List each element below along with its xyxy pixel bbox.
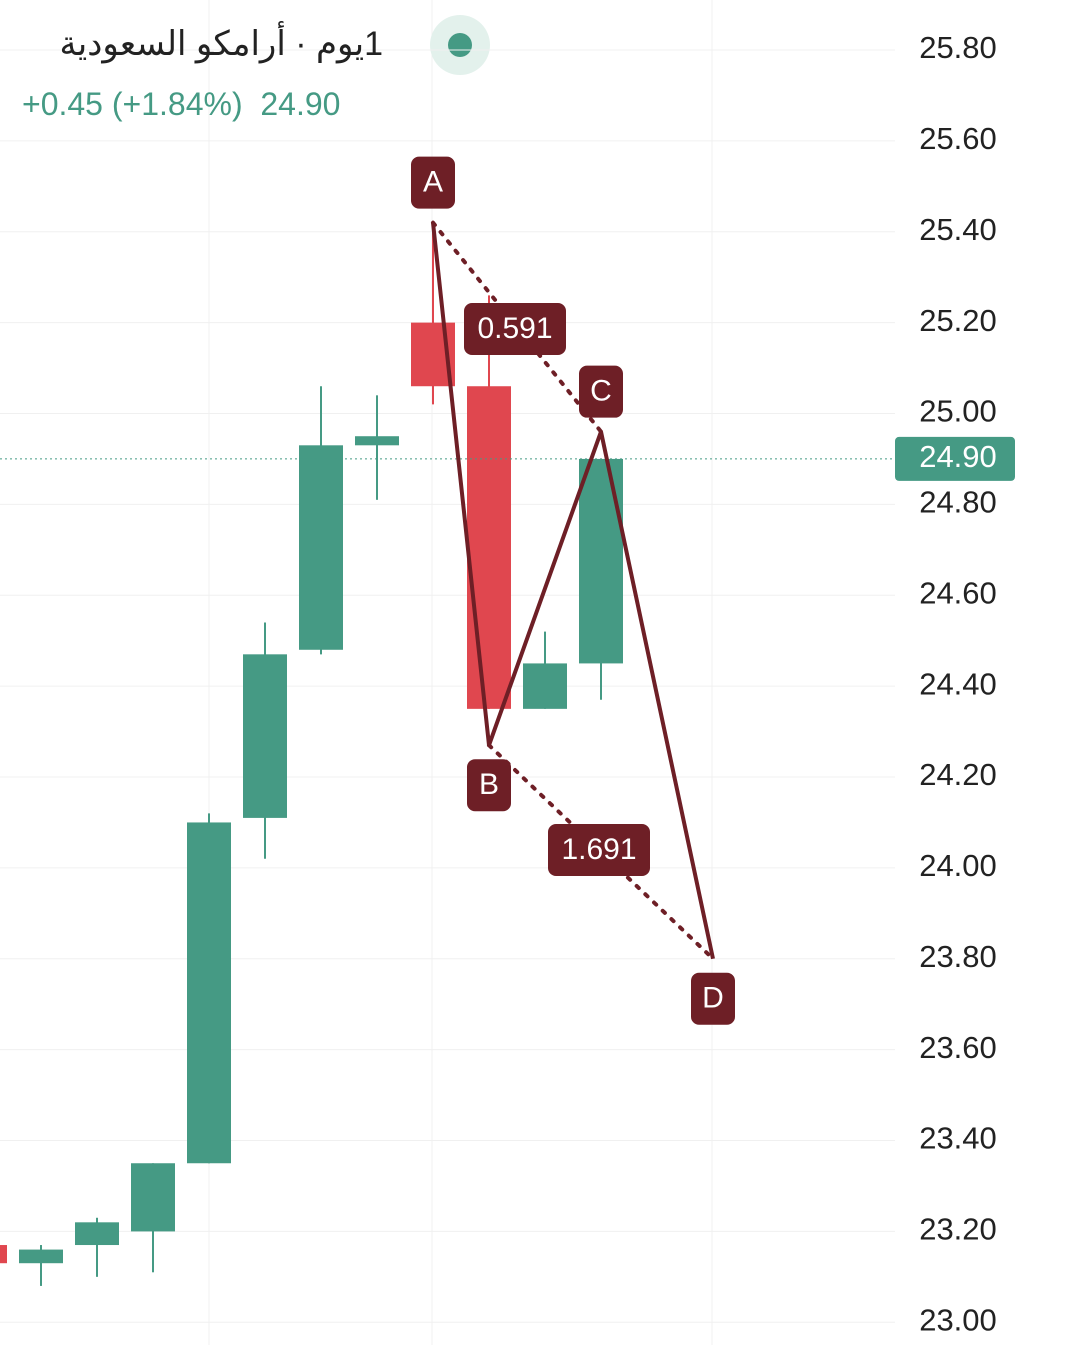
change-line: +0.45 (+1.84%) 24.90 bbox=[22, 86, 340, 123]
candle-body bbox=[19, 1249, 63, 1264]
pattern-point-label: A bbox=[423, 166, 443, 199]
y-tick-label: 23.20 bbox=[919, 1212, 997, 1247]
candle-body bbox=[243, 654, 287, 818]
y-tick-label: 25.40 bbox=[919, 212, 997, 247]
candle-body bbox=[355, 436, 399, 446]
y-tick-label: 24.60 bbox=[919, 575, 997, 610]
pattern-point-label: B bbox=[479, 768, 499, 801]
change: +0.45 (+1.84%) bbox=[22, 86, 243, 122]
y-tick-label: 25.60 bbox=[919, 121, 997, 156]
y-tick-label: 24.40 bbox=[919, 666, 997, 701]
ratio-box bbox=[548, 824, 650, 876]
candle-body bbox=[131, 1163, 175, 1232]
y-tick-label: 24.00 bbox=[919, 848, 997, 883]
status-dot bbox=[448, 33, 472, 57]
ratio-label: 0.591 bbox=[477, 312, 552, 345]
y-tick-label: 24.80 bbox=[919, 485, 997, 520]
y-tick-label: 24.20 bbox=[919, 757, 997, 792]
pattern-point-label: C bbox=[590, 375, 612, 408]
y-tick-label: 23.00 bbox=[919, 1302, 997, 1337]
ratio-box bbox=[464, 303, 566, 355]
candle-body bbox=[75, 1222, 119, 1246]
candle-body bbox=[0, 1245, 7, 1264]
price-tag-label: 24.90 bbox=[919, 439, 997, 474]
pattern-line bbox=[431, 222, 715, 960]
chart-title: 1يوم · أرامكو السعودية bbox=[59, 25, 383, 63]
pattern-point-box bbox=[691, 972, 735, 1025]
candle-body bbox=[523, 663, 567, 709]
candle-body bbox=[579, 458, 623, 664]
candle-body bbox=[467, 386, 511, 709]
candle-body bbox=[187, 822, 231, 1164]
pattern-point-box bbox=[411, 156, 455, 209]
pattern-point-box bbox=[467, 759, 511, 812]
pattern-point-box bbox=[579, 365, 623, 418]
y-tick-label: 23.80 bbox=[919, 939, 997, 974]
y-tick-label: 25.00 bbox=[919, 394, 997, 429]
y-tick-label: 25.20 bbox=[919, 303, 997, 338]
y-tick-label: 25.80 bbox=[919, 30, 997, 65]
last-price: 24.90 bbox=[260, 86, 341, 122]
y-tick-label: 23.40 bbox=[919, 1121, 997, 1156]
candle-body bbox=[299, 445, 343, 650]
price-tag bbox=[895, 436, 1015, 481]
y-tick-label: 23.60 bbox=[919, 1030, 997, 1065]
pattern-point-label: D bbox=[702, 982, 724, 1015]
ratio-label: 1.691 bbox=[561, 833, 636, 866]
